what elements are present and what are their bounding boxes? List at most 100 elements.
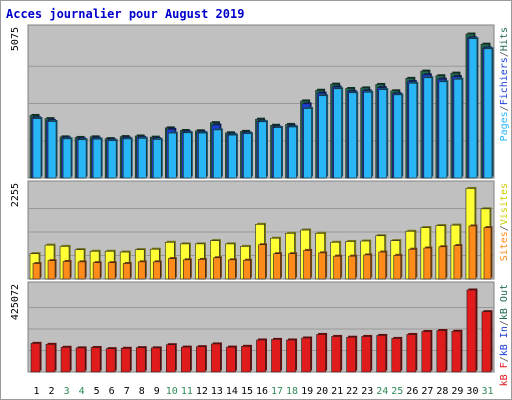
x-tick-label: 25 <box>391 386 403 397</box>
x-tick-label: 17 <box>271 386 283 397</box>
bar-sites <box>273 253 281 280</box>
bar-kb <box>421 331 432 373</box>
bar-kb <box>211 343 221 373</box>
bar-pages <box>408 82 418 179</box>
bar-sites <box>107 262 116 280</box>
bar-kb <box>241 346 251 373</box>
bar-pages <box>333 88 342 179</box>
bar-kb <box>60 346 71 373</box>
x-tick-label: 16 <box>256 386 268 397</box>
bar-kb <box>120 347 131 373</box>
legend-entry: Hits <box>499 27 510 51</box>
bar-pages <box>438 81 448 179</box>
x-tick-label: 13 <box>211 386 223 397</box>
x-tick-label: 14 <box>226 386 238 397</box>
legend-entry: / <box>499 225 510 231</box>
bar-sites <box>213 257 221 280</box>
bar-kb <box>165 344 176 373</box>
bar-sites <box>288 253 296 280</box>
x-tick-label: 19 <box>301 386 313 397</box>
bar-pages <box>243 133 252 179</box>
legend-visits-sites: Sites/Visites <box>499 183 510 261</box>
legend-entry: Fichiers <box>499 57 510 105</box>
bar-sites <box>137 261 146 280</box>
bar-pages <box>92 138 102 179</box>
legend-entry: Sites <box>499 231 510 261</box>
bar-kb <box>181 346 191 373</box>
x-tick-label: 3 <box>64 386 70 397</box>
bar-pages <box>47 121 57 179</box>
bar-pages <box>228 134 237 179</box>
legend-entry: / <box>499 356 510 362</box>
bar-kb <box>346 336 356 373</box>
bar-sites <box>32 263 41 280</box>
bar-pages <box>32 118 42 179</box>
x-tick-label: 8 <box>139 386 145 397</box>
bar-pages <box>258 121 267 179</box>
bar-pages <box>453 78 463 179</box>
x-tick-label: 5 <box>94 386 100 397</box>
bar-pages <box>483 48 493 179</box>
legend-entry: / <box>499 320 510 326</box>
x-tick-label: 4 <box>79 386 85 397</box>
bar-pages <box>62 138 72 179</box>
x-tick-label: 10 <box>166 386 178 397</box>
bar-kb <box>226 346 236 373</box>
legend-entry: Visites <box>499 183 510 225</box>
bar-sites <box>47 260 56 280</box>
legend-hits-files-pages: Pages/Fichiers/Hits <box>499 27 510 141</box>
bar-sites <box>408 248 417 280</box>
bar-pages <box>468 38 478 179</box>
bar-sites <box>62 261 71 280</box>
bar-sites <box>228 259 236 280</box>
bar-kb <box>391 338 402 373</box>
bar-pages <box>77 139 87 179</box>
bar-pages <box>273 127 282 179</box>
legend-kb: kB F/kB In/kB Out <box>499 284 510 386</box>
bar-kb <box>75 347 86 373</box>
bar-kb <box>361 336 372 373</box>
x-tick-label: 12 <box>196 386 208 397</box>
bar-sites <box>423 247 432 280</box>
bar-sites <box>378 251 387 280</box>
bar-sites <box>393 255 402 280</box>
bar-kb <box>451 330 462 373</box>
bar-kb <box>406 334 417 373</box>
x-tick-label: 24 <box>376 386 388 397</box>
bar-pages <box>213 129 222 179</box>
x-tick-label: 11 <box>181 386 193 397</box>
bar-sites <box>167 258 176 280</box>
bar-sites <box>258 244 266 280</box>
bar-pages <box>393 94 403 179</box>
bar-kb <box>316 334 326 373</box>
bar-kb <box>256 339 266 373</box>
bar-kb <box>436 330 447 373</box>
x-tick-label: 22 <box>346 386 358 397</box>
bar-sites <box>363 254 372 280</box>
bar-sites <box>348 255 356 280</box>
x-tick-label: 15 <box>241 386 253 397</box>
bar-sites <box>318 252 326 280</box>
bar-sites <box>453 245 462 280</box>
bar-sites <box>152 261 161 280</box>
x-tick-label: 6 <box>109 386 115 397</box>
bar-sites <box>333 255 341 280</box>
bar-kb <box>286 339 296 373</box>
x-tick-label: 28 <box>436 386 448 397</box>
bar-pages <box>107 140 117 179</box>
bar-pages <box>167 132 177 179</box>
bar-sites <box>303 250 311 280</box>
bar-pages <box>423 77 433 179</box>
bar-sites <box>483 227 492 280</box>
bar-pages <box>122 138 132 179</box>
x-tick-label: 18 <box>286 386 298 397</box>
x-tick-label: 1 <box>34 386 40 397</box>
bar-kb <box>135 347 146 373</box>
legend-entry: / <box>499 51 510 57</box>
legend-entry: kB In <box>499 326 510 356</box>
x-tick-label: 26 <box>406 386 418 397</box>
bar-pages <box>378 89 388 179</box>
bar-sites <box>122 263 131 280</box>
